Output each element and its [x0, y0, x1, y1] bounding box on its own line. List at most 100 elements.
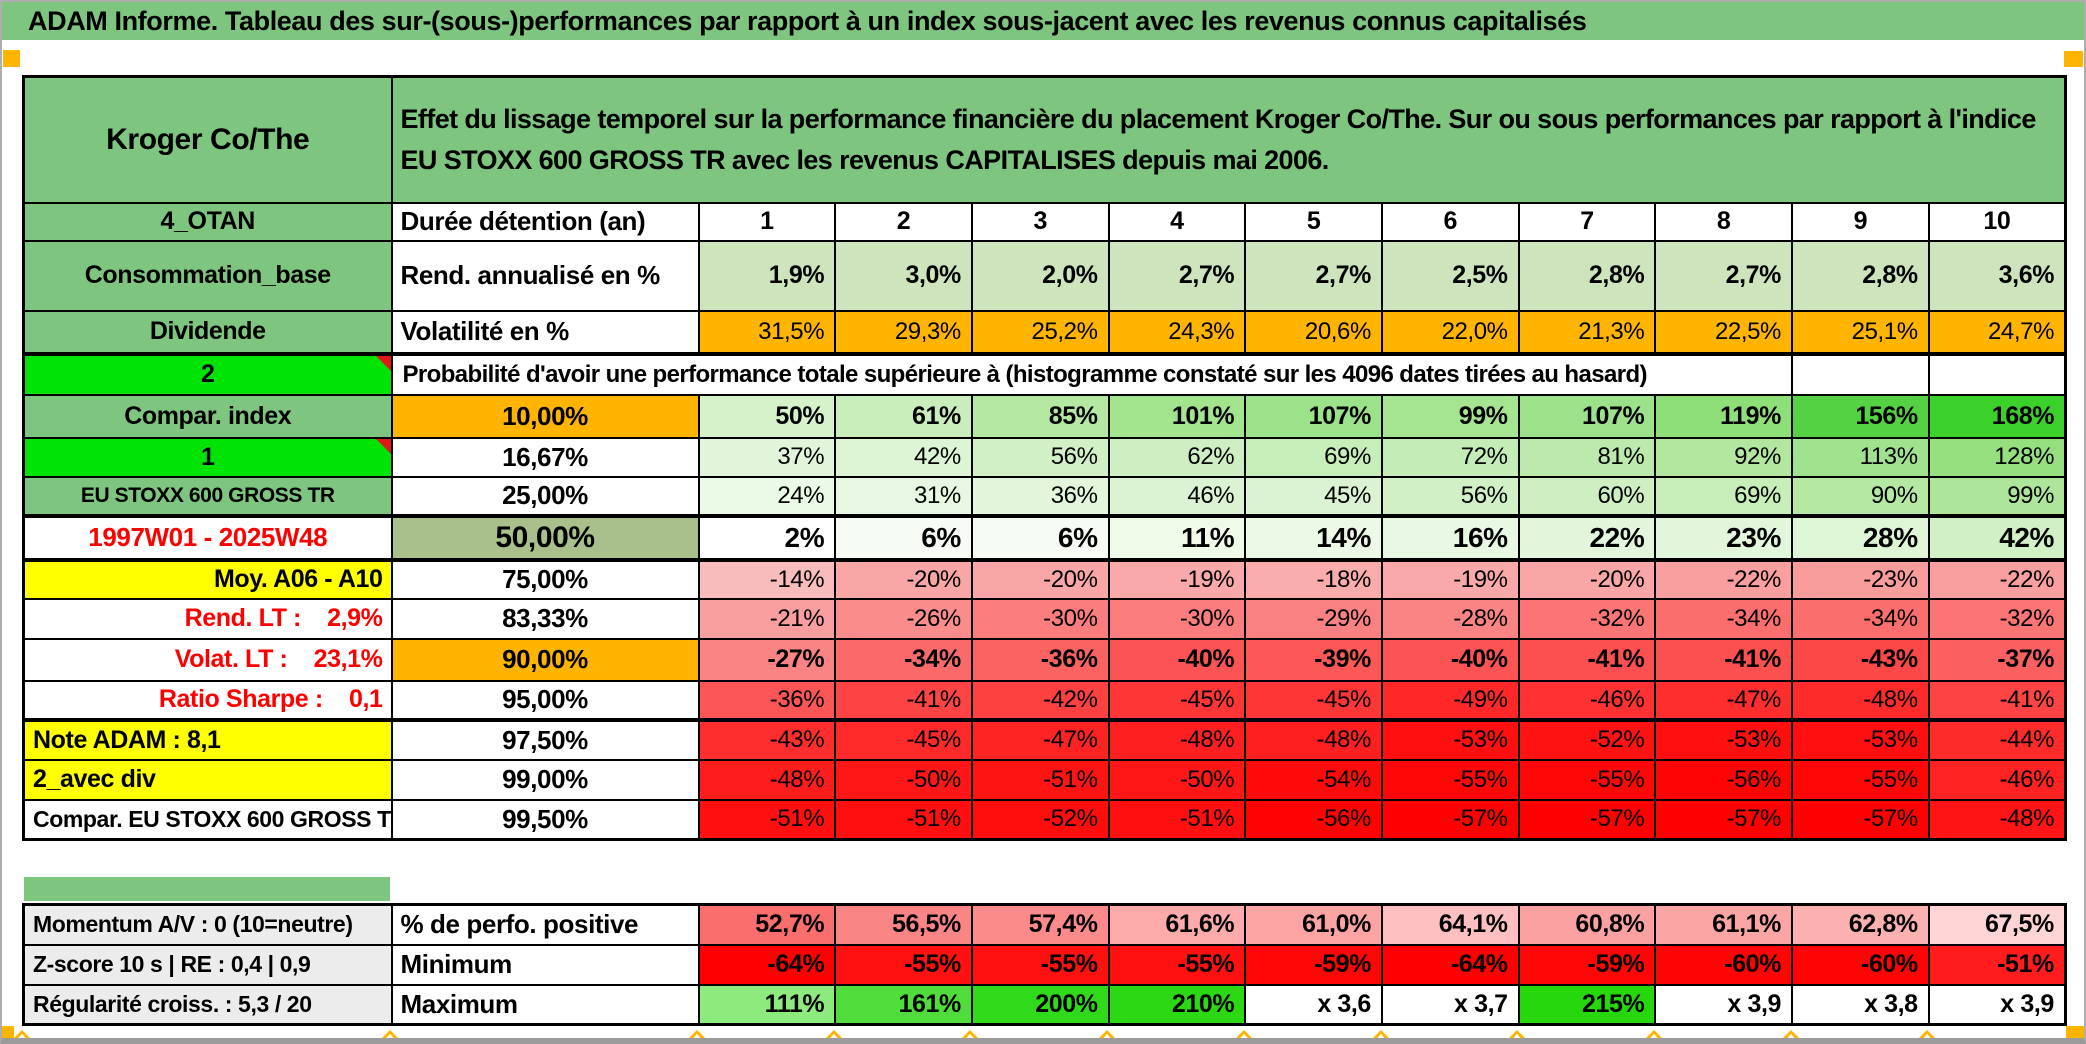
cell-p975-y1[interactable]: -43% [697, 717, 837, 761]
cell-p90-y3[interactable]: -36% [970, 637, 1110, 682]
cell-rend-annualise-y1[interactable]: 1,9% [697, 239, 837, 312]
cell-p90-y5[interactable]: -39% [1244, 637, 1383, 682]
cell-p95-y5[interactable]: -45% [1244, 679, 1383, 721]
cell-p83-y9[interactable]: -34% [1791, 597, 1930, 640]
row-label-p75[interactable]: Moy. A06 - A10 [22, 557, 393, 600]
cell-maximum-y7[interactable]: 215% [1517, 983, 1657, 1026]
row-label-perf-positive[interactable]: Momentum A/V : 0 (10=neutre) [22, 903, 393, 946]
threshold-volatilite[interactable]: Volatilité en % [390, 309, 700, 355]
threshold-p50[interactable]: 50,00% [390, 513, 700, 561]
cell-p90-y4[interactable]: -40% [1107, 637, 1247, 682]
cell-minimum-y1[interactable]: -64% [697, 943, 837, 986]
cell-p25-y2[interactable]: 31% [834, 475, 973, 517]
cell-p95-y3[interactable]: -42% [970, 679, 1110, 721]
cell-p83-y3[interactable]: -30% [970, 597, 1110, 640]
cell-volatilite-y7[interactable]: 21,3% [1517, 309, 1657, 355]
row-label-p50[interactable]: 1997W01 - 2025W48 [22, 513, 393, 561]
row-label-duree[interactable]: 4_OTAN [22, 201, 393, 242]
cell-maximum-y6[interactable]: x 3,7 [1380, 983, 1520, 1026]
cell-p975-y9[interactable]: -53% [1791, 717, 1930, 761]
cell-p16-y7[interactable]: 81% [1517, 436, 1657, 478]
cell-minimum-y2[interactable]: -55% [834, 943, 973, 986]
cell-p75-y1[interactable]: -14% [697, 557, 837, 600]
cell-p75-y6[interactable]: -19% [1380, 557, 1520, 600]
cell-p99-y10[interactable]: -46% [1927, 758, 2067, 801]
cell-p16-y9[interactable]: 113% [1791, 436, 1930, 478]
empty-cell[interactable] [1791, 351, 1930, 396]
threshold-perf-positive[interactable]: % de perfo. positive [390, 903, 700, 946]
cell-perf-positive-y2[interactable]: 56,5% [834, 903, 973, 946]
cell-p90-y10[interactable]: -37% [1927, 637, 2067, 682]
cell-volatilite-y9[interactable]: 25,1% [1791, 309, 1930, 355]
cell-duree-y10[interactable]: 10 [1927, 201, 2067, 242]
cell-p50-y4[interactable]: 11% [1107, 513, 1247, 561]
cell-p99-y6[interactable]: -55% [1380, 758, 1520, 801]
threshold-p75[interactable]: 75,00% [390, 557, 700, 600]
cell-p83-y4[interactable]: -30% [1107, 597, 1247, 640]
cell-p10-y9[interactable]: 156% [1791, 393, 1930, 439]
cell-p50-y10[interactable]: 42% [1927, 513, 2067, 561]
cell-duree-y8[interactable]: 8 [1654, 201, 1793, 242]
cell-p10-y5[interactable]: 107% [1244, 393, 1383, 439]
cell-p90-y1[interactable]: -27% [697, 637, 837, 682]
cell-p99-y4[interactable]: -50% [1107, 758, 1247, 801]
cell-maximum-y4[interactable]: 210% [1107, 983, 1247, 1026]
cell-rend-annualise-y7[interactable]: 2,8% [1517, 239, 1657, 312]
cell-maximum-y1[interactable]: 111% [697, 983, 837, 1026]
cell-p975-y7[interactable]: -52% [1517, 717, 1657, 761]
cell-p83-y6[interactable]: -28% [1380, 597, 1520, 640]
threshold-p975[interactable]: 97,50% [390, 717, 700, 761]
cell-p16-y5[interactable]: 69% [1244, 436, 1383, 478]
threshold-p95[interactable]: 95,00% [390, 679, 700, 721]
cell-perf-positive-y1[interactable]: 52,7% [697, 903, 837, 946]
cell-p99-y7[interactable]: -55% [1517, 758, 1657, 801]
row-label-maximum[interactable]: Régularité croiss. : 5,3 / 20 [22, 983, 393, 1026]
cell-p975-y10[interactable]: -44% [1927, 717, 2067, 761]
cell-p10-y4[interactable]: 101% [1107, 393, 1247, 439]
cell-p995-y10[interactable]: -48% [1927, 798, 2067, 841]
cell-perf-positive-y6[interactable]: 64,1% [1380, 903, 1520, 946]
row-label-p995[interactable]: Compar. EU STOXX 600 GROSS TR [22, 798, 393, 841]
cell-minimum-y5[interactable]: -59% [1244, 943, 1383, 986]
cell-rend-annualise-y3[interactable]: 2,0% [970, 239, 1110, 312]
cell-p95-y8[interactable]: -47% [1654, 679, 1793, 721]
cell-p83-y10[interactable]: -32% [1927, 597, 2067, 640]
cell-p995-y6[interactable]: -57% [1380, 798, 1520, 841]
cell-p50-y9[interactable]: 28% [1791, 513, 1930, 561]
cell-p10-y1[interactable]: 50% [697, 393, 837, 439]
cell-p50-y1[interactable]: 2% [697, 513, 837, 561]
cell-perf-positive-y4[interactable]: 61,6% [1107, 903, 1247, 946]
cell-p995-y4[interactable]: -51% [1107, 798, 1247, 841]
cell-minimum-y4[interactable]: -55% [1107, 943, 1247, 986]
cell-p25-y5[interactable]: 45% [1244, 475, 1383, 517]
threshold-rend-annualise[interactable]: Rend. annualisé en % [390, 239, 700, 312]
cell-p995-y7[interactable]: -57% [1517, 798, 1657, 841]
row-label-p83[interactable]: Rend. LT : 2,9% [22, 597, 393, 640]
cell-p95-y4[interactable]: -45% [1107, 679, 1247, 721]
cell-p16-y10[interactable]: 128% [1927, 436, 2067, 478]
cell-minimum-y9[interactable]: -60% [1791, 943, 1930, 986]
cell-minimum-y3[interactable]: -55% [970, 943, 1110, 986]
cell-p25-y3[interactable]: 36% [970, 475, 1110, 517]
empty-cell[interactable] [1927, 351, 2067, 396]
cell-p995-y1[interactable]: -51% [697, 798, 837, 841]
cell-duree-y1[interactable]: 1 [697, 201, 837, 242]
cell-p10-y6[interactable]: 99% [1380, 393, 1520, 439]
cell-p10-y7[interactable]: 107% [1517, 393, 1657, 439]
cell-duree-y2[interactable]: 2 [834, 201, 973, 242]
cell-volatilite-y3[interactable]: 25,2% [970, 309, 1110, 355]
cell-p16-y6[interactable]: 72% [1380, 436, 1520, 478]
row-label-p95[interactable]: Ratio Sharpe : 0,1 [22, 679, 393, 721]
cell-p16-y4[interactable]: 62% [1107, 436, 1247, 478]
threshold-p16[interactable]: 16,67% [390, 436, 700, 478]
cell-p95-y1[interactable]: -36% [697, 679, 837, 721]
cell-p83-y8[interactable]: -34% [1654, 597, 1793, 640]
cell-p16-y3[interactable]: 56% [970, 436, 1110, 478]
cell-p10-y2[interactable]: 61% [834, 393, 973, 439]
cell-p25-y9[interactable]: 90% [1791, 475, 1930, 517]
cell-minimum-y6[interactable]: -64% [1380, 943, 1520, 986]
cell-perf-positive-y8[interactable]: 61,1% [1654, 903, 1793, 946]
row-label-p99[interactable]: 2_avec div [22, 758, 393, 801]
cell-volatilite-y10[interactable]: 24,7% [1927, 309, 2067, 355]
cell-p25-y7[interactable]: 60% [1517, 475, 1657, 517]
